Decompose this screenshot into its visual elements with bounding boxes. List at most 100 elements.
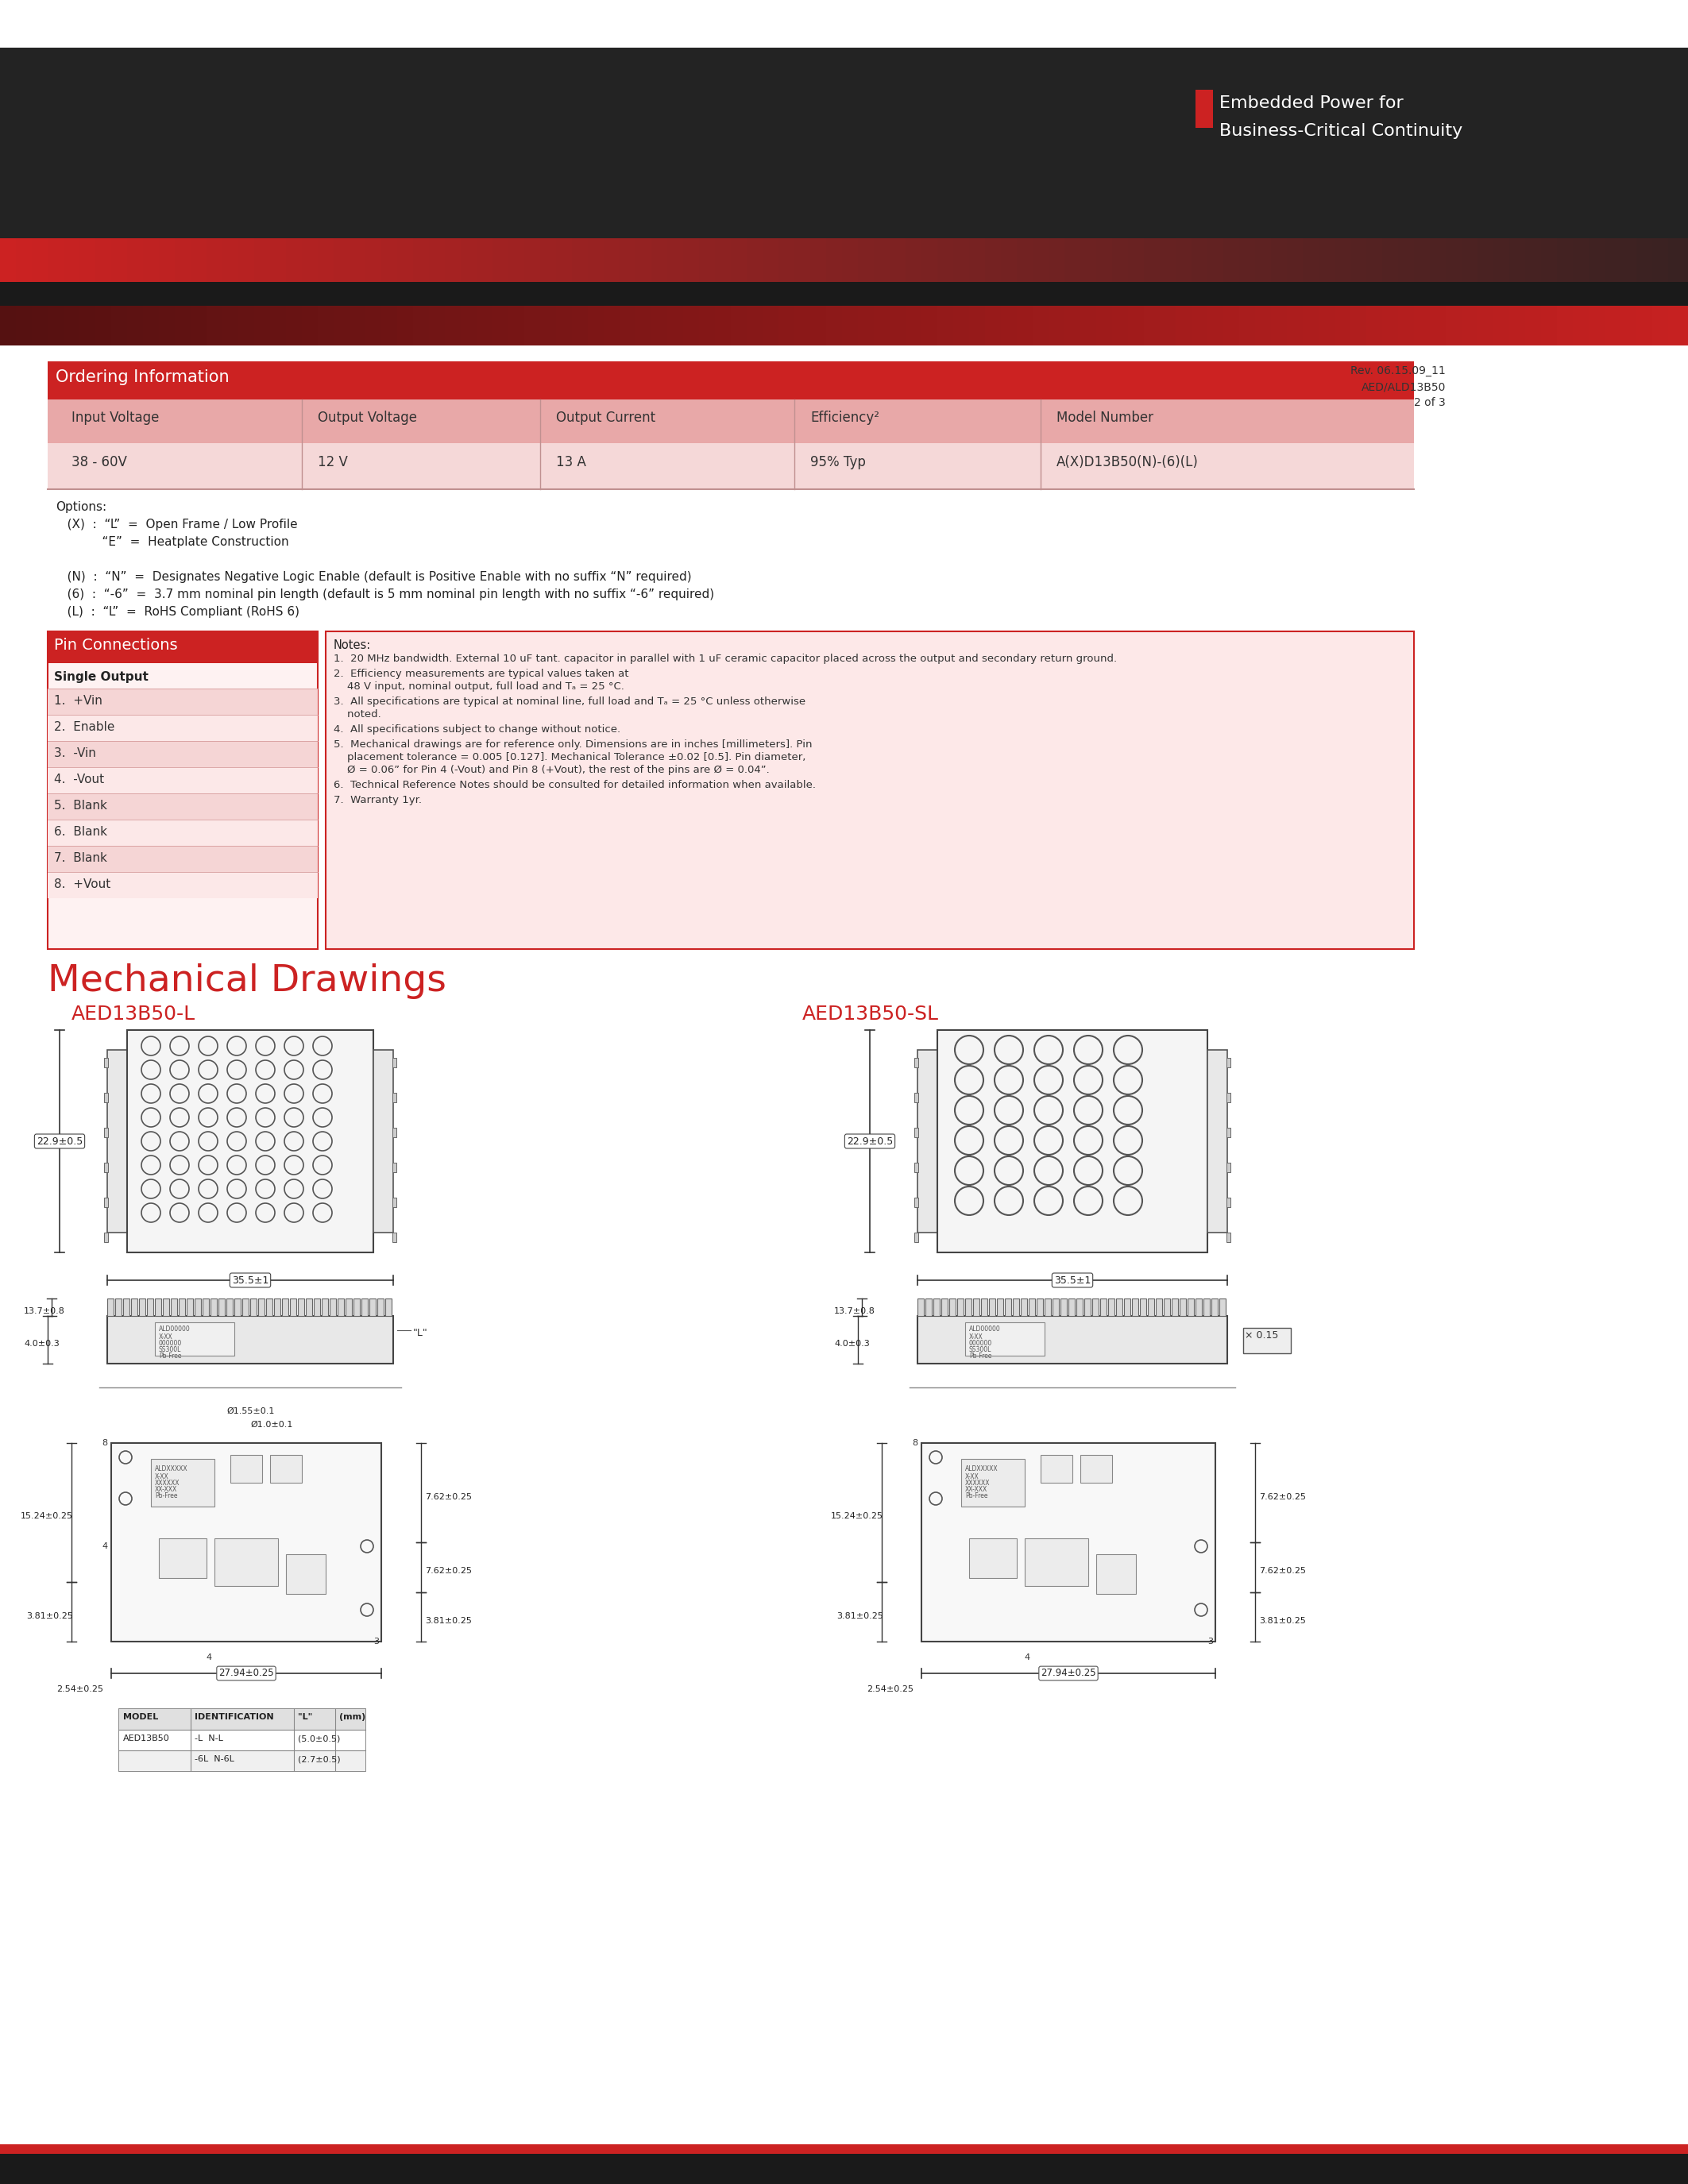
Bar — [79, 306, 96, 345]
Bar — [1040, 1455, 1072, 1483]
Text: X-XX: X-XX — [966, 1474, 979, 1481]
Bar — [120, 1710, 365, 1771]
Bar — [414, 238, 430, 282]
Bar — [0, 282, 1688, 306]
Bar — [1219, 1299, 1225, 1317]
Text: "L": "L" — [297, 1712, 312, 1721]
Bar — [32, 238, 49, 282]
Bar — [493, 238, 510, 282]
Bar — [1398, 306, 1415, 345]
Text: Mechanical Drawings: Mechanical Drawings — [47, 963, 446, 998]
Bar — [176, 238, 191, 282]
Bar — [915, 1057, 918, 1068]
Bar — [381, 238, 398, 282]
Bar — [1350, 238, 1367, 282]
Text: Ordering Information: Ordering Information — [56, 369, 230, 384]
Bar — [795, 306, 810, 345]
Text: 2.54±0.25: 2.54±0.25 — [866, 1686, 913, 1693]
Bar — [314, 1299, 321, 1317]
Bar — [1477, 238, 1494, 282]
Bar — [1065, 238, 1080, 282]
Bar — [47, 443, 1415, 489]
Text: 8: 8 — [912, 1439, 918, 1448]
Bar — [1080, 238, 1097, 282]
Text: 3.81±0.25: 3.81±0.25 — [425, 1616, 471, 1625]
Text: 5.  Mechanical drawings are for reference only. Dimensions are in inches [millim: 5. Mechanical drawings are for reference… — [334, 740, 812, 749]
Bar — [1445, 306, 1462, 345]
Text: -L  N-L: -L N-L — [194, 1734, 223, 1743]
Bar — [0, 48, 1688, 238]
Bar — [346, 1299, 351, 1317]
Bar — [1415, 238, 1431, 282]
Bar — [1256, 306, 1271, 345]
Bar — [127, 1031, 373, 1251]
Bar — [326, 631, 1415, 950]
Bar — [255, 238, 270, 282]
Bar — [810, 306, 827, 345]
Bar — [353, 1299, 360, 1317]
Bar — [302, 306, 319, 345]
Text: Pb-Free: Pb-Free — [155, 1492, 177, 1500]
Bar — [1212, 1299, 1217, 1317]
Bar — [170, 1299, 177, 1317]
Bar — [143, 306, 160, 345]
Bar — [1335, 238, 1350, 282]
Bar — [1227, 1127, 1231, 1138]
Text: ALD00000: ALD00000 — [159, 1326, 191, 1332]
Bar — [1096, 238, 1112, 282]
Bar — [1668, 238, 1685, 282]
Bar — [127, 238, 143, 282]
Bar — [194, 1299, 201, 1317]
Bar — [238, 306, 255, 345]
Bar — [123, 1299, 130, 1317]
Bar — [162, 1299, 169, 1317]
Bar — [746, 238, 763, 282]
Bar — [1001, 238, 1018, 282]
Text: 4: 4 — [1025, 1653, 1030, 1662]
Bar — [365, 238, 381, 282]
Bar — [937, 306, 954, 345]
Bar — [1636, 238, 1653, 282]
Bar — [47, 400, 1415, 443]
Bar — [191, 306, 208, 345]
Bar — [1286, 238, 1303, 282]
Bar — [79, 238, 96, 282]
Bar — [476, 238, 493, 282]
Bar — [111, 1444, 381, 1642]
Bar — [150, 1459, 214, 1507]
Bar — [47, 845, 317, 871]
Bar — [297, 1299, 304, 1317]
Text: 35.5±1: 35.5±1 — [231, 1275, 268, 1286]
Text: ALDXXXXX: ALDXXXXX — [966, 1465, 998, 1472]
Bar — [392, 1162, 397, 1173]
Bar — [1224, 306, 1241, 345]
Bar — [954, 238, 971, 282]
Bar — [667, 306, 684, 345]
Text: 000000: 000000 — [969, 1339, 993, 1348]
Bar — [915, 1232, 918, 1243]
Text: SS300L: SS300L — [159, 1345, 181, 1354]
Bar — [270, 238, 287, 282]
Bar — [1016, 306, 1033, 345]
Bar — [1668, 306, 1685, 345]
Bar — [176, 306, 191, 345]
Bar — [47, 740, 317, 767]
Bar — [47, 631, 317, 950]
Bar — [159, 306, 176, 345]
Bar — [105, 1092, 108, 1103]
Bar — [619, 306, 636, 345]
Text: 1.  +Vin: 1. +Vin — [54, 695, 103, 708]
Text: 95% Typ: 95% Typ — [810, 454, 866, 470]
Bar — [206, 306, 223, 345]
Text: ALD00000: ALD00000 — [969, 1326, 1001, 1332]
Bar — [937, 238, 954, 282]
Bar — [1256, 238, 1271, 282]
Bar — [282, 1299, 289, 1317]
Bar — [1509, 306, 1526, 345]
Bar — [1092, 1299, 1099, 1317]
Bar — [1188, 1299, 1193, 1317]
Bar — [555, 306, 572, 345]
Text: Ø1.55±0.1: Ø1.55±0.1 — [226, 1406, 275, 1415]
Bar — [349, 306, 366, 345]
Bar — [716, 306, 731, 345]
